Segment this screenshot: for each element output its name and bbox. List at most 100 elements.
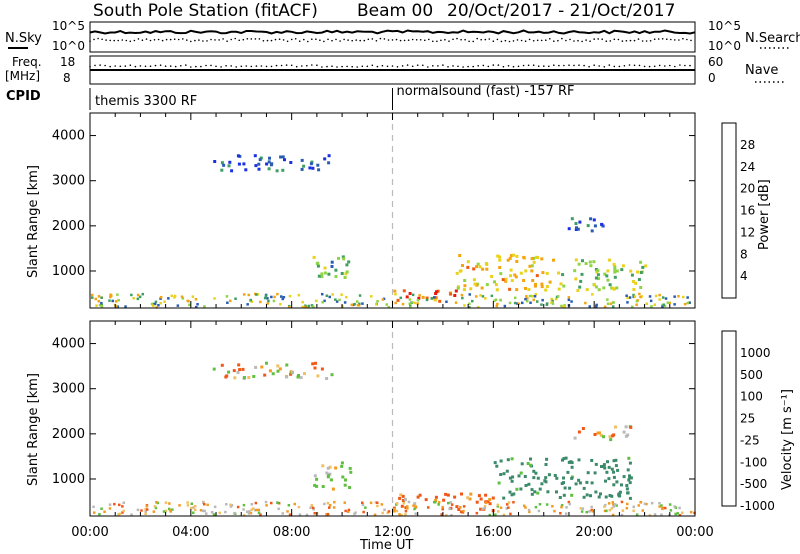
power-cell bbox=[579, 279, 583, 283]
power-ground-cell bbox=[454, 301, 458, 304]
nave-dot bbox=[164, 65, 167, 67]
nave-dot bbox=[462, 66, 464, 68]
vel-ground-cell bbox=[611, 501, 614, 504]
nave-dot bbox=[200, 65, 202, 68]
power-cell bbox=[316, 261, 320, 265]
vel-ground-cell bbox=[658, 502, 661, 505]
power-cell bbox=[253, 154, 257, 158]
vel-cell bbox=[597, 495, 601, 499]
vel-ground-cell bbox=[509, 512, 512, 516]
power-ground-cell bbox=[124, 305, 127, 308]
power-ground-cell bbox=[267, 299, 270, 303]
vel-ground-cell bbox=[440, 513, 443, 516]
nave-dot bbox=[356, 66, 359, 68]
vel-ground-cell bbox=[603, 509, 607, 513]
power-cell bbox=[417, 296, 421, 300]
noise-search-dot bbox=[274, 38, 277, 41]
power-ground-cell bbox=[673, 295, 676, 298]
power-ground-cell bbox=[181, 297, 185, 300]
vel-ground-cell bbox=[481, 507, 484, 511]
vel-cell bbox=[568, 486, 572, 490]
power-cell bbox=[557, 287, 561, 291]
vel-ground-cell bbox=[459, 506, 462, 509]
noise-search-dot bbox=[573, 40, 575, 42]
vel-ground-cell bbox=[92, 505, 95, 509]
vel-ground-cell bbox=[387, 510, 391, 513]
vel-cell bbox=[276, 369, 280, 373]
power-cell bbox=[323, 157, 327, 161]
vel-cell bbox=[570, 493, 574, 497]
vel-ground-cell bbox=[199, 509, 203, 512]
vel-ground-cell bbox=[297, 505, 301, 509]
vel-cell bbox=[594, 490, 598, 494]
power-ground-cell bbox=[301, 305, 304, 309]
vel-ground-cell bbox=[229, 503, 232, 507]
vel-ground-cell bbox=[257, 511, 261, 515]
power-ground-cell bbox=[567, 298, 571, 302]
power-ground-cell bbox=[234, 297, 237, 300]
power-cell bbox=[281, 168, 285, 172]
velocity-colorbar: 1000 500 100 25 -25 -100 -500 -1000 bbox=[721, 330, 775, 513]
vel-ground-cell bbox=[676, 512, 679, 515]
vel-ytick-label: 1000 bbox=[52, 472, 85, 487]
nave-dot bbox=[679, 64, 681, 66]
time-tick-label: 12:00 bbox=[374, 525, 411, 540]
power-cell bbox=[606, 278, 610, 282]
vel-cell bbox=[611, 434, 615, 438]
vel-cell bbox=[628, 481, 632, 485]
vel-ground-cell bbox=[202, 501, 205, 504]
vel-ground-cell bbox=[103, 510, 106, 513]
power-cell bbox=[644, 264, 648, 268]
power-colorbar-tick: 8 bbox=[740, 247, 748, 261]
nave-dot bbox=[351, 65, 354, 68]
noise-search-dot bbox=[666, 38, 668, 40]
vel-cell bbox=[563, 486, 567, 490]
power-ground-cell bbox=[526, 297, 529, 300]
vel-ground-cell bbox=[369, 501, 373, 505]
power-cell bbox=[340, 272, 344, 275]
nsky-label: N.Sky bbox=[5, 31, 42, 46]
power-cell bbox=[501, 278, 505, 282]
vel-ground-cell bbox=[233, 511, 236, 515]
noise-search-dot bbox=[399, 39, 402, 42]
vel-cell bbox=[529, 457, 532, 461]
noise-search-dot bbox=[363, 39, 366, 42]
vel-ground-cell bbox=[287, 504, 291, 507]
noise-search-dot bbox=[258, 38, 261, 40]
vel-ground-cell bbox=[383, 508, 386, 512]
nave-dot bbox=[432, 65, 434, 67]
nsky-tick-low: 10^0 bbox=[52, 39, 85, 53]
power-ground-cell bbox=[264, 294, 268, 297]
noise-search-dot bbox=[89, 40, 91, 42]
noise-search-dot bbox=[419, 39, 422, 41]
noise-search-dot bbox=[411, 38, 414, 41]
vel-ground-cell bbox=[364, 506, 367, 509]
vel-cell bbox=[343, 483, 347, 487]
power-ground-cell bbox=[281, 297, 284, 301]
noise-search-dot bbox=[177, 38, 180, 41]
power-ground-cell bbox=[551, 302, 555, 305]
vel-cell bbox=[303, 372, 306, 376]
vel-cell bbox=[446, 493, 450, 497]
vel-ground-cell bbox=[607, 502, 611, 505]
power-ground-cell bbox=[612, 305, 615, 308]
vel-ground-cell bbox=[242, 503, 246, 507]
vel-cell bbox=[612, 459, 616, 463]
vel-ground-cell bbox=[192, 511, 195, 514]
vel-ground-cell bbox=[386, 511, 389, 514]
vel-ground-cell bbox=[212, 513, 216, 516]
power-ground-cell bbox=[650, 305, 653, 308]
power-cell bbox=[402, 289, 406, 293]
power-ground-cell bbox=[315, 299, 318, 303]
nave-dot bbox=[381, 64, 384, 67]
vel-cell bbox=[517, 474, 521, 478]
power-cell bbox=[639, 260, 643, 264]
power-ground-cell bbox=[639, 295, 642, 299]
vel-ground-cell bbox=[653, 513, 657, 516]
vel-cell bbox=[502, 472, 506, 476]
vel-cell bbox=[499, 459, 503, 463]
vel-cell bbox=[538, 487, 542, 491]
power-cell bbox=[463, 284, 467, 288]
noise-search-dot bbox=[581, 40, 583, 43]
power-cell bbox=[228, 160, 232, 164]
